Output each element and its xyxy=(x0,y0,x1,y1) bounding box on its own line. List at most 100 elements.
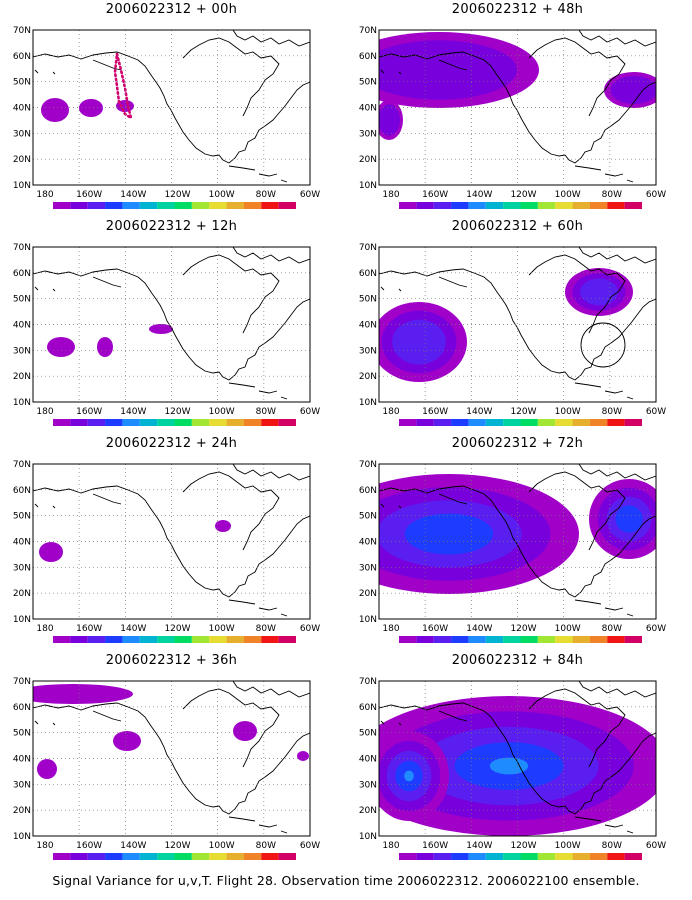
variance-contour xyxy=(37,759,57,779)
panel-title: 2006022312 + 84h xyxy=(451,653,584,668)
colorbar-swatch xyxy=(468,636,486,643)
colorbar-swatch xyxy=(624,202,642,209)
coastline xyxy=(34,503,39,508)
lat-tick-label: 10N xyxy=(13,832,31,842)
coastline xyxy=(232,681,310,698)
lon-tick-label: 120W xyxy=(510,624,536,634)
coastline xyxy=(380,503,385,508)
lon-tick-label: 120W xyxy=(164,407,190,417)
lon-tick-label: 60W xyxy=(646,841,666,851)
lon-tick-label: 60W xyxy=(300,190,320,200)
lat-tick-label: 20N xyxy=(13,155,31,165)
colorbar-swatch xyxy=(468,853,486,860)
colorbar: 1.62.23.145.16.37.591114212940 xyxy=(53,419,296,426)
lat-tick-label: 60N xyxy=(359,52,377,62)
lon-tick-label: 100W xyxy=(209,190,235,200)
lon-tick-label: 180 xyxy=(36,841,53,851)
colorbar-swatch xyxy=(503,419,521,426)
lon-tick-label: 180 xyxy=(382,407,399,417)
lon-tick-label: 100W xyxy=(555,190,581,200)
coastline xyxy=(52,288,56,292)
coastline xyxy=(604,173,624,177)
lon-tick-label: 100W xyxy=(209,624,235,634)
lat-tick-label: 50N xyxy=(13,295,31,305)
colorbar-swatch xyxy=(122,202,140,209)
colorbar-swatch xyxy=(70,853,88,860)
lat-tick-label: 40N xyxy=(13,538,31,548)
coastline xyxy=(258,824,278,828)
colorbar-swatch xyxy=(226,853,244,860)
colorbar-swatch xyxy=(191,419,210,426)
lon-tick-label: 80W xyxy=(602,841,622,851)
colorbar-swatch xyxy=(451,853,469,860)
lat-tick-label: 70N xyxy=(13,677,31,687)
colorbar-swatch xyxy=(70,202,88,209)
lat-tick-label: 30N xyxy=(359,563,377,573)
map-panel: 2006022312 + 48h 70N 60N 50N 40N 30N 20N 10N 180… xyxy=(346,0,673,212)
colorbar-swatch xyxy=(191,853,210,860)
colorbar: 1.62.23.145.16.37.591114212940 xyxy=(399,636,642,643)
map-frame xyxy=(32,680,311,837)
colorbar-swatch xyxy=(209,419,227,426)
colorbar: 1.62.23.145.16.37.591114212940 xyxy=(399,202,642,209)
lon-tick-label: 80W xyxy=(256,624,276,634)
colorbar-swatch xyxy=(105,419,123,426)
lon-tick-label: 60W xyxy=(646,190,666,200)
colorbar-swatch xyxy=(157,419,175,426)
coastline xyxy=(182,471,280,551)
colorbar-swatch xyxy=(607,636,625,643)
lon-tick-label: 60W xyxy=(646,407,666,417)
map-plot: 70N 60N 50N 40N 30N 20N 10N 180 160W 140W 120W 100W… xyxy=(359,677,666,860)
lon-tick-label: 140W xyxy=(120,841,146,851)
colorbar-swatch xyxy=(399,202,417,209)
lat-tick-label: 60N xyxy=(13,703,31,713)
coastline xyxy=(228,165,256,171)
coastline xyxy=(380,720,385,725)
figure-caption: Signal Variance for u,v,T. Flight 28. Ob… xyxy=(52,873,640,888)
colorbar-swatch xyxy=(485,202,504,209)
map-panel: 2006022312 + 84h 70N 60N 50N 40N 30N 20N 10N 180… xyxy=(346,651,673,863)
lon-tick-label: 80W xyxy=(256,190,276,200)
colorbar-swatch xyxy=(589,202,608,209)
lon-tick-label: 140W xyxy=(466,624,492,634)
lon-tick-label: 140W xyxy=(466,841,492,851)
lon-tick-label: 120W xyxy=(164,841,190,851)
colorbar-swatch xyxy=(607,419,625,426)
map-plot: 70N 60N 50N 40N 30N 20N 10N 180 160W 140W 120W 100W… xyxy=(13,677,320,860)
lat-tick-label: 30N xyxy=(13,563,31,573)
coastline xyxy=(34,720,39,725)
colorbar-swatch xyxy=(157,636,175,643)
map-frame xyxy=(32,29,311,186)
lat-tick-label: 40N xyxy=(13,321,31,331)
marker-circle xyxy=(580,322,626,368)
lat-tick-label: 20N xyxy=(359,806,377,816)
lat-tick-label: 30N xyxy=(359,780,377,790)
variance-contour xyxy=(97,337,113,357)
colorbar-swatch xyxy=(589,636,608,643)
colorbar-swatch xyxy=(70,419,88,426)
colorbar-swatch xyxy=(416,202,434,209)
map-frame xyxy=(378,246,657,403)
map-plot: 70N 60N 50N 40N 30N 20N 10N 180 160W 140W 120W 100W… xyxy=(359,26,666,209)
colorbar-swatch xyxy=(87,853,106,860)
colorbar-swatch xyxy=(105,202,123,209)
coastline xyxy=(438,493,468,505)
map-plot: 70N 60N 50N 40N 30N 20N 10N 180 160W 140W 120W 100W… xyxy=(13,460,320,643)
lat-tick-label: 50N xyxy=(13,512,31,522)
lat-tick-label: 50N xyxy=(359,295,377,305)
colorbar-swatch xyxy=(261,853,279,860)
variance-contour xyxy=(39,542,63,562)
lon-tick-label: 160W xyxy=(76,190,102,200)
lat-tick-label: 30N xyxy=(359,346,377,356)
coastline xyxy=(379,485,656,598)
variance-contour xyxy=(579,278,619,306)
variance-contour xyxy=(47,337,75,357)
colorbar-swatch xyxy=(174,853,192,860)
coastline xyxy=(398,71,402,75)
coastline xyxy=(528,688,626,768)
coastline xyxy=(92,59,122,71)
map-panel: 2006022312 + 72h 70N 60N 50N 40N 30N 20N 10N 180… xyxy=(346,434,673,646)
lon-tick-label: 180 xyxy=(382,190,399,200)
colorbar-swatch xyxy=(537,202,556,209)
colorbar-swatch xyxy=(520,419,538,426)
